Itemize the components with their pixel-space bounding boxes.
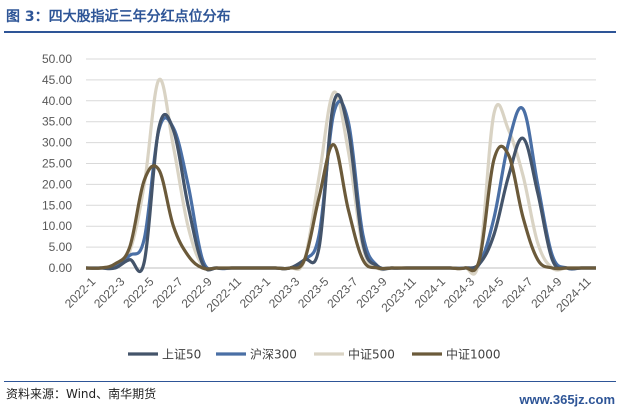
series-line: [85, 143, 596, 273]
watermark: www.365jz.com: [519, 392, 615, 407]
x-tick-label: 2023-5: [295, 274, 332, 311]
figure-title: 图 3：四大股指近三年分红点位分布: [6, 9, 231, 25]
source-rule: [4, 381, 616, 382]
y-tick-label: 5.00: [49, 240, 73, 254]
legend-label: 上证50: [162, 348, 201, 362]
y-tick-label: 0.00: [49, 261, 73, 275]
y-tick-label: 50.00: [42, 52, 72, 66]
x-tick-label: 2022-7: [149, 274, 186, 311]
x-tick-label: 2023-1: [237, 274, 274, 311]
series-line: [86, 93, 596, 273]
y-tick-label: 30.00: [42, 136, 72, 150]
legend-label: 中证500: [348, 347, 395, 362]
x-tick-label: 2022-1: [62, 274, 99, 311]
x-tick-label: 2024-1: [412, 274, 449, 311]
x-tick-label: 2024-5: [470, 274, 507, 311]
x-tick-label: 2024-3: [441, 274, 478, 311]
x-tick-label: 2022-3: [91, 274, 128, 311]
y-tick-label: 10.00: [42, 219, 72, 233]
legend-label: 沪深300: [250, 348, 297, 362]
x-tick-label: 2023-3: [266, 274, 303, 311]
y-tick-label: 25.00: [42, 157, 72, 171]
y-tick-label: 45.00: [42, 73, 72, 87]
legend-label: 中证1000: [446, 347, 501, 362]
source-note: 资料来源：Wind、南华期货: [6, 387, 157, 401]
y-tick-label: 35.00: [42, 115, 72, 129]
x-tick-label: 2022-5: [120, 274, 157, 311]
y-tick-label: 15.00: [42, 198, 72, 212]
line-chart: 0.00 5.00 10.00 15.00 20.00 25.00 30.00 35.00 40…: [42, 52, 596, 362]
x-tick-label: 2023-7: [324, 274, 361, 311]
y-tick-label: 20.00: [42, 177, 72, 191]
title-rule: [4, 31, 616, 33]
x-tick-label: 2024-7: [499, 274, 536, 311]
y-tick-label: 40.00: [42, 94, 72, 108]
